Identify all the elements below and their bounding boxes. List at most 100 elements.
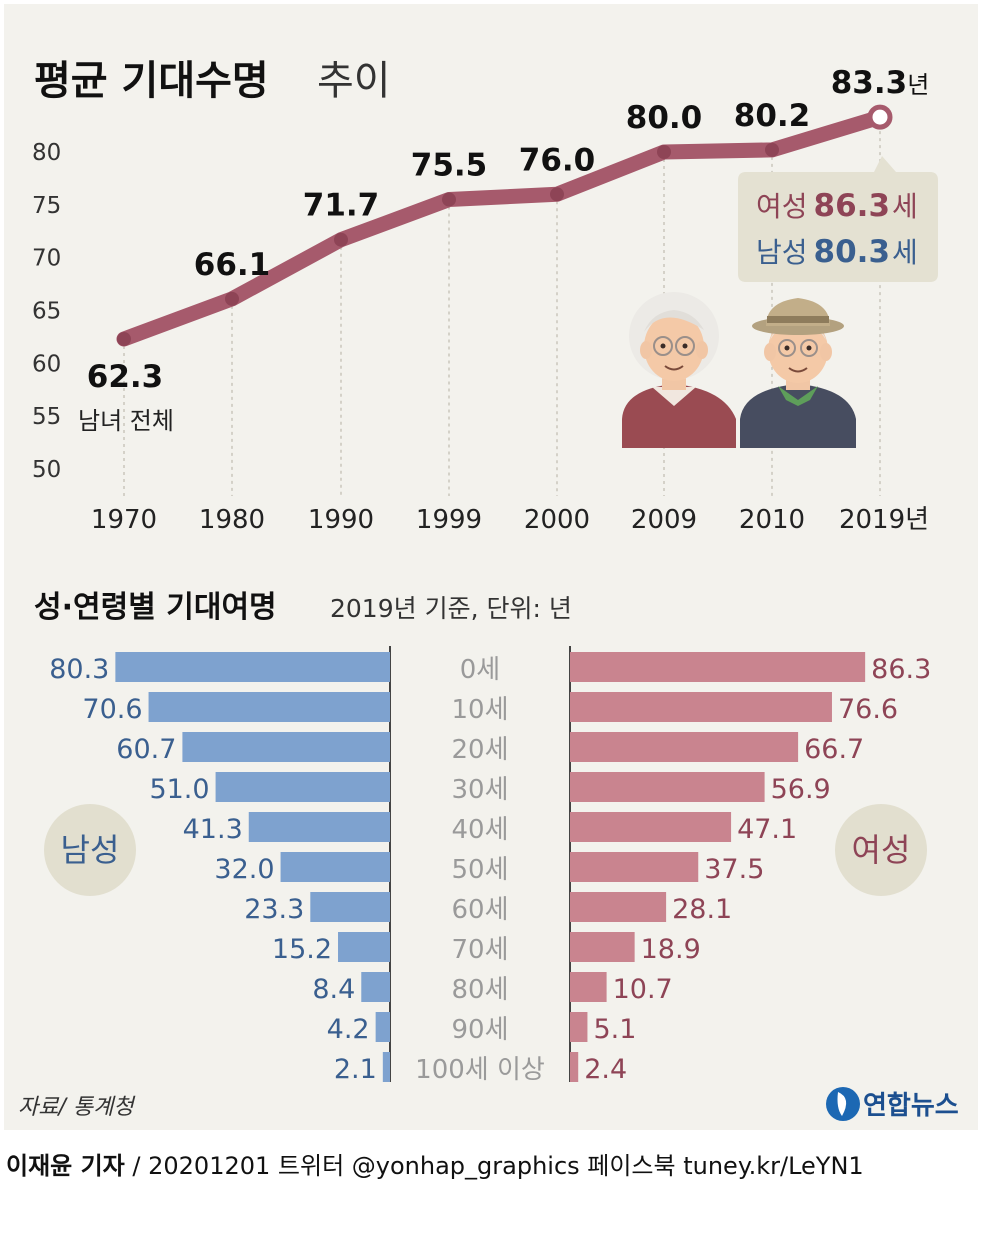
male-bar xyxy=(310,892,390,922)
x-tick-label: 2019년 xyxy=(839,505,929,535)
female-badge-label: 여성 xyxy=(852,831,911,869)
elderly-man-illustration xyxy=(740,298,856,448)
female-bar-label: 28.1 xyxy=(672,894,732,925)
yonhap-logo: 연합뉴스 xyxy=(826,1087,959,1121)
reporter-name: 이재윤 기자 xyxy=(6,1152,125,1180)
line-value-unit: 년 xyxy=(907,71,929,99)
male-bar xyxy=(115,652,391,682)
female-bar-label: 2.4 xyxy=(584,1054,627,1085)
male-bar-label: 51.0 xyxy=(149,774,209,805)
female-bar xyxy=(570,812,732,842)
line-point xyxy=(550,187,564,202)
male-bar xyxy=(375,1012,390,1042)
line-value-label: 80.0 xyxy=(626,100,703,136)
line-value-label: 80.2 xyxy=(734,98,811,134)
line-series-path xyxy=(116,109,888,347)
male-bar-label: 60.7 xyxy=(116,734,176,765)
male-bar-label: 41.3 xyxy=(183,814,243,845)
x-tick-label: 2000 xyxy=(524,505,590,535)
infographic-panel: 평균 기대수명 추이 80 75 70 65 60 55 50 1970 1980 1990 19… xyxy=(4,4,978,1130)
male-badge-label: 남성 xyxy=(61,831,120,869)
line-value-label: 83.3년 xyxy=(831,65,930,101)
female-bar-label: 47.1 xyxy=(737,814,797,845)
age-category-label: 100세 이상 xyxy=(415,1055,545,1085)
female-bar xyxy=(570,932,635,962)
age-category-label: 40세 xyxy=(451,815,508,845)
line-value-label: 76.0 xyxy=(519,142,596,178)
male-bar-label: 4.2 xyxy=(327,1014,370,1045)
age-category-label: 60세 xyxy=(451,895,508,925)
bar-chart-title: 성·연령별 기대여명 xyxy=(34,590,277,625)
y-tick-label: 60 xyxy=(32,351,61,377)
male-bar-label: 23.3 xyxy=(244,894,304,925)
footer-credit: 이재윤 기자 / 20201201 트위터 @yonhap_graphics 페… xyxy=(6,1146,976,1186)
line-value-label: 71.7 xyxy=(303,188,380,224)
male-bar-label: 15.2 xyxy=(272,934,332,965)
line-chart-value-labels: 62.3 66.1 71.7 75.5 76.0 80.0 80.2 83.3년 xyxy=(87,65,930,395)
line-value-label: 62.3 xyxy=(87,359,164,395)
line-point xyxy=(442,192,456,207)
male-bar xyxy=(182,732,390,762)
line-point xyxy=(117,332,131,347)
male-bar-label: 2.1 xyxy=(334,1054,377,1085)
callout-female: 여성 86.3세 xyxy=(756,188,918,224)
female-bar-label: 37.5 xyxy=(704,854,764,885)
line-point xyxy=(225,291,239,306)
source-note: 자료/ 통계청 xyxy=(18,1095,136,1120)
female-bar-label: 66.7 xyxy=(804,734,864,765)
female-bar-label: 18.9 xyxy=(641,934,701,965)
line-point xyxy=(657,145,671,159)
line-chart-x-axis: 1970 1980 1990 1999 2000 2009 2010 2019년 xyxy=(91,505,929,535)
line-chart-title-light: 추이 xyxy=(317,58,391,104)
male-badge: 남성 xyxy=(44,804,136,896)
y-tick-label: 65 xyxy=(32,299,61,325)
female-bar xyxy=(570,692,832,722)
x-tick-label: 1980 xyxy=(199,505,265,535)
series-label: 남녀 전체 xyxy=(78,407,174,435)
age-category-label: 90세 xyxy=(451,1015,508,1045)
y-tick-label: 55 xyxy=(32,404,61,430)
yonhap-logo-text: 연합뉴스 xyxy=(863,1091,959,1121)
x-tick-label: 1999 xyxy=(416,505,482,535)
x-tick-label: 1990 xyxy=(308,505,374,535)
age-category-label: 50세 xyxy=(451,855,508,885)
female-bar xyxy=(570,972,607,1002)
bar-chart-subtitle: 2019년 기준, 단위: 년 xyxy=(330,594,572,623)
line-value-label: 75.5 xyxy=(411,148,488,184)
y-tick-label: 80 xyxy=(32,140,61,166)
y-tick-label: 75 xyxy=(32,193,61,219)
male-bar xyxy=(361,972,390,1002)
female-bar xyxy=(570,732,799,762)
age-category-label: 70세 xyxy=(451,935,508,965)
x-tick-label: 2009 xyxy=(631,505,697,535)
male-bar-label: 32.0 xyxy=(214,854,274,885)
age-category-label: 10세 xyxy=(451,695,508,725)
female-bar-label: 86.3 xyxy=(871,654,931,685)
line-chart-y-axis: 80 75 70 65 60 55 50 xyxy=(32,140,61,483)
male-bar xyxy=(338,932,390,962)
gender-callout: 여성 86.3세 남성 80.3세 xyxy=(738,156,938,282)
male-bar xyxy=(248,812,390,842)
male-bar xyxy=(148,692,390,722)
male-bar xyxy=(280,852,390,882)
line-point xyxy=(765,142,779,157)
female-bar xyxy=(570,892,667,922)
line-point-last xyxy=(867,104,893,130)
line-chart-title: 평균 기대수명 xyxy=(34,58,269,104)
x-tick-label: 2010 xyxy=(739,505,805,535)
age-category-label: 80세 xyxy=(451,975,508,1005)
line-point xyxy=(334,232,348,247)
female-bar xyxy=(570,652,866,682)
female-bar xyxy=(570,772,765,802)
callout-bubble xyxy=(738,156,938,282)
y-tick-label: 50 xyxy=(32,457,61,483)
age-category-label: 30세 xyxy=(451,775,508,805)
male-bar-label: 8.4 xyxy=(312,974,355,1005)
bar-chart-bars: 80.3 86.3 0세 70.6 76.6 10세 60.7 66.7 20세 51.0 56.9… xyxy=(49,652,931,1085)
footer-details: / 20201201 트위터 @yonhap_graphics 페이스북 tun… xyxy=(132,1152,864,1180)
female-bar-label: 76.6 xyxy=(838,694,898,725)
x-tick-label: 1970 xyxy=(91,505,157,535)
line-chart-series xyxy=(116,104,893,347)
female-bar-label: 10.7 xyxy=(613,974,673,1005)
